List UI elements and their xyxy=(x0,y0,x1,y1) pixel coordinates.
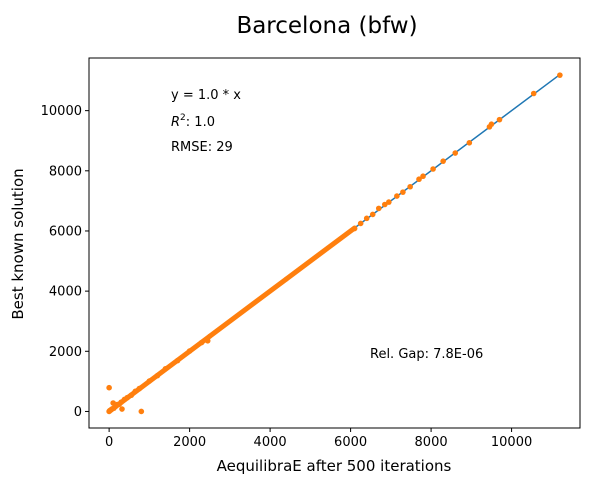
chart-title: Barcelona (bfw) xyxy=(236,13,417,39)
data-point xyxy=(136,385,143,392)
data-point xyxy=(530,90,537,97)
dense-points-cluster xyxy=(283,225,358,282)
r-squared-symbol: R xyxy=(171,115,180,130)
data-point xyxy=(124,394,131,401)
plot-area xyxy=(106,72,563,415)
dense-points-cluster xyxy=(207,276,289,339)
x-tick-label: 6000 xyxy=(334,435,367,450)
data-point xyxy=(110,400,116,406)
data-point xyxy=(557,72,563,78)
x-tick-label: 4000 xyxy=(254,435,287,450)
y-tick-label: 4000 xyxy=(49,285,82,300)
data-point xyxy=(488,121,495,127)
rel-gap-label: Rel. Gap: 7.8E-06 xyxy=(370,347,483,362)
data-point xyxy=(154,372,161,379)
data-point xyxy=(382,201,388,208)
rmse-label: RMSE: 29 xyxy=(171,140,233,155)
r-squared-value: : 1.0 xyxy=(186,115,215,130)
data-point xyxy=(440,158,446,164)
data-point xyxy=(357,220,364,227)
data-point xyxy=(106,384,112,391)
data-point xyxy=(138,408,145,415)
data-point xyxy=(128,392,135,399)
data-point xyxy=(452,150,459,156)
data-point xyxy=(146,378,153,384)
x-tick-label: 2000 xyxy=(173,435,206,450)
data-point xyxy=(416,176,422,183)
data-point xyxy=(132,388,139,395)
y-tick-label: 2000 xyxy=(49,345,82,360)
data-point xyxy=(186,348,193,354)
r-squared-exponent: 2 xyxy=(180,113,186,123)
data-point xyxy=(369,211,376,218)
data-point xyxy=(394,193,400,199)
data-point xyxy=(204,337,211,344)
data-point xyxy=(375,205,382,212)
x-tick-label: 8000 xyxy=(415,435,448,450)
equation-label: y = 1.0 * x xyxy=(171,88,241,103)
x-axis-label: AequilibraE after 500 iterations xyxy=(217,457,452,475)
data-point xyxy=(174,357,181,364)
x-tick-label: 0 xyxy=(105,435,113,450)
data-point xyxy=(407,183,413,190)
data-point xyxy=(496,116,503,123)
data-point xyxy=(420,173,426,180)
plot-frame xyxy=(88,57,581,429)
x-axis: 0 2000 4000 6000 8000 10000 xyxy=(105,428,532,450)
y-axis: 0 2000 4000 6000 8000 10000 xyxy=(41,104,89,420)
y-tick-label: 0 xyxy=(74,405,82,420)
data-point xyxy=(400,189,406,195)
data-point xyxy=(351,225,358,232)
data-point xyxy=(386,199,392,205)
y-tick-label: 10000 xyxy=(41,104,82,119)
y-tick-label: 8000 xyxy=(49,164,82,179)
x-tick-label: 10000 xyxy=(491,435,532,450)
data-point xyxy=(466,140,473,146)
data-point xyxy=(162,365,169,372)
data-point xyxy=(119,406,125,412)
data-point xyxy=(430,166,436,172)
r-squared-label: R2: 1.0 xyxy=(171,113,215,130)
y-axis-label: Best known solution xyxy=(9,168,27,319)
y-tick-label: 6000 xyxy=(49,224,82,239)
data-point xyxy=(198,339,205,346)
data-point xyxy=(363,215,370,222)
